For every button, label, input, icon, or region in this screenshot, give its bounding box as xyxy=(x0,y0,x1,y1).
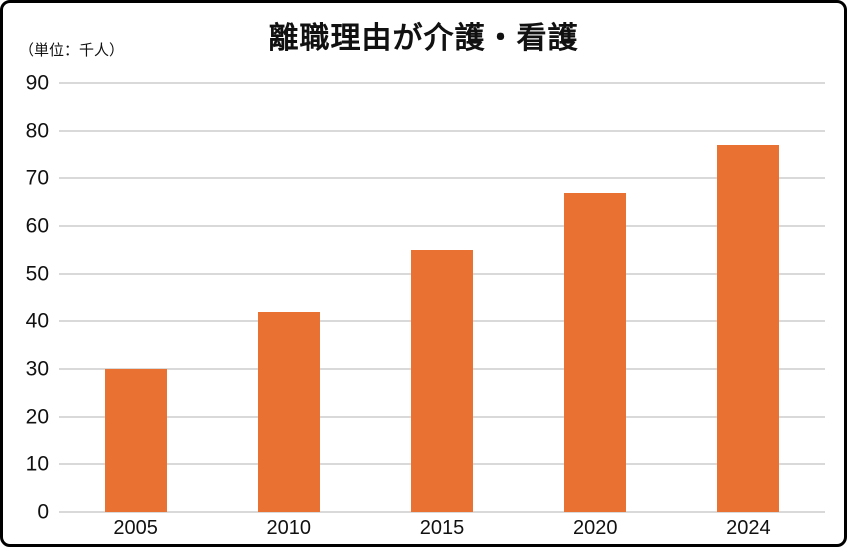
gridline xyxy=(59,82,825,84)
y-axis-tick-label: 50 xyxy=(25,262,49,286)
bar xyxy=(257,311,320,512)
y-axis-tick-label: 10 xyxy=(25,452,49,476)
x-axis-tick-label: 2010 xyxy=(266,517,312,539)
x-axis-tick-label: 2015 xyxy=(419,517,465,539)
bar-category-cell: 2015 xyxy=(365,83,518,538)
y-axis-tick-label: 90 xyxy=(25,71,49,95)
bar xyxy=(717,144,780,512)
gridline xyxy=(59,511,825,513)
bar xyxy=(564,192,627,512)
x-axis-tick-label: 2020 xyxy=(572,517,618,539)
bar xyxy=(104,369,167,512)
x-axis-tick-label: 2024 xyxy=(726,517,771,539)
y-axis-tick-label: 30 xyxy=(25,357,49,381)
bar xyxy=(411,249,473,512)
chart-title: 離職理由が介護・看護 xyxy=(268,22,579,55)
gridline xyxy=(59,129,825,132)
y-axis-tick-label: 20 xyxy=(25,405,49,429)
y-axis-tick-label: 60 xyxy=(25,214,49,238)
bars-container: 2005 2010 2015 2020 2024 xyxy=(59,83,825,538)
plot-area: 0 10 20 30 40 50 60 70 80 90 2005 2010 2015 2020 2024 xyxy=(26,73,825,538)
y-axis-tick-label: 70 xyxy=(25,166,49,190)
gridline xyxy=(59,225,825,228)
bar-category-cell: 2010 xyxy=(212,83,365,538)
x-axis-tick-label: 2005 xyxy=(113,517,158,539)
y-axis-tick-label: 40 xyxy=(25,309,49,333)
gridline xyxy=(59,177,825,180)
bar-category-cell: 2024 xyxy=(672,83,825,538)
unit-label: （単位：千人） xyxy=(19,42,125,59)
bar-category-cell: 2020 xyxy=(519,83,672,538)
bar-category-cell: 2005 xyxy=(59,83,212,538)
y-axis-tick-label: 80 xyxy=(25,119,49,143)
y-axis-tick-label: 0 xyxy=(37,500,49,524)
